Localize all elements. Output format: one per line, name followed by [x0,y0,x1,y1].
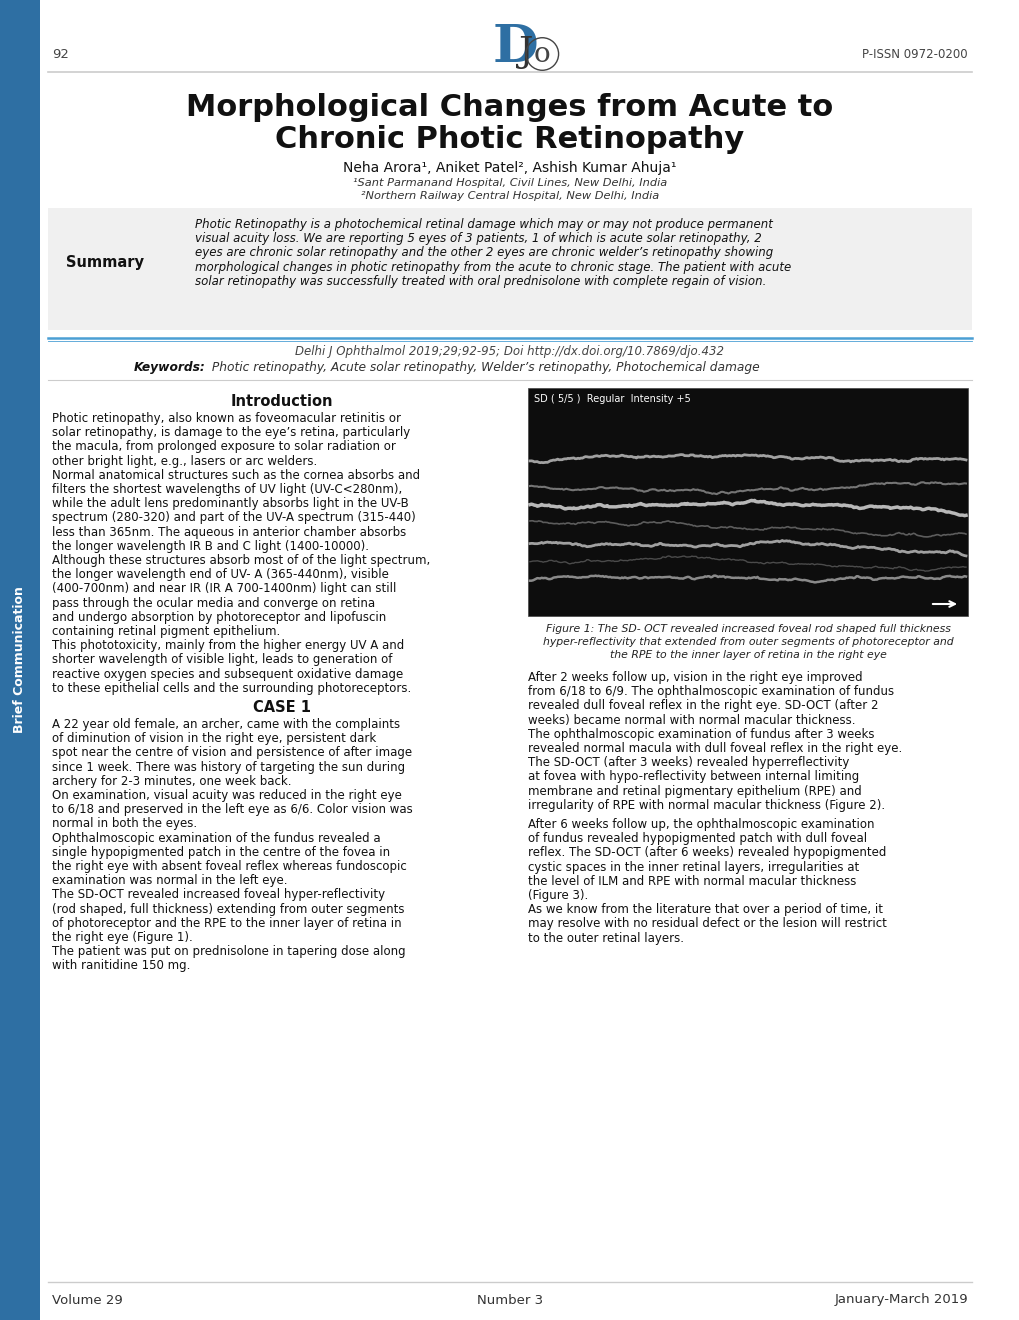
Text: archery for 2-3 minutes, one week back.: archery for 2-3 minutes, one week back. [52,775,291,788]
Text: (400-700nm) and near IR (IR A 700-1400nm) light can still: (400-700nm) and near IR (IR A 700-1400nm… [52,582,396,595]
Text: The ophthalmoscopic examination of fundus after 3 weeks: The ophthalmoscopic examination of fundu… [528,727,873,741]
Text: Number 3: Number 3 [477,1294,542,1307]
Text: Chronic Photic Retinopathy: Chronic Photic Retinopathy [275,125,744,154]
Text: the longer wavelength end of UV- A (365-440nm), visible: the longer wavelength end of UV- A (365-… [52,568,388,581]
Text: less than 365nm. The aqueous in anterior chamber absorbs: less than 365nm. The aqueous in anterior… [52,525,406,539]
Text: pass through the ocular media and converge on retina: pass through the ocular media and conver… [52,597,375,610]
Text: of diminution of vision in the right eye, persistent dark: of diminution of vision in the right eye… [52,733,376,746]
Text: shorter wavelength of visible light, leads to generation of: shorter wavelength of visible light, lea… [52,653,392,667]
Text: while the adult lens predominantly absorbs light in the UV-B: while the adult lens predominantly absor… [52,498,409,511]
Text: solar retinopathy was successfully treated with oral prednisolone with complete : solar retinopathy was successfully treat… [195,275,765,288]
Text: reflex. The SD-OCT (after 6 weeks) revealed hypopigmented: reflex. The SD-OCT (after 6 weeks) revea… [528,846,886,859]
Text: may resolve with no residual defect or the lesion will restrict: may resolve with no residual defect or t… [528,917,886,931]
Text: the RPE to the inner layer of retina in the right eye: the RPE to the inner layer of retina in … [609,649,886,660]
Text: Figure 1: The SD- OCT revealed increased foveal rod shaped full thickness: Figure 1: The SD- OCT revealed increased… [545,624,950,634]
Text: Normal anatomical structures such as the cornea absorbs and: Normal anatomical structures such as the… [52,469,420,482]
Text: Ophthalmoscopic examination of the fundus revealed a: Ophthalmoscopic examination of the fundu… [52,832,380,845]
Text: to these epithelial cells and the surrounding photoreceptors.: to these epithelial cells and the surrou… [52,682,411,694]
Text: the right eye with absent foveal reflex whereas fundoscopic: the right eye with absent foveal reflex … [52,861,407,873]
Text: Photic Retinopathy is a photochemical retinal damage which may or may not produc: Photic Retinopathy is a photochemical re… [195,218,772,231]
Text: On examination, visual acuity was reduced in the right eye: On examination, visual acuity was reduce… [52,789,401,803]
Text: at fovea with hypo-reflectivity between internal limiting: at fovea with hypo-reflectivity between … [528,771,858,783]
Text: examination was normal in the left eye.: examination was normal in the left eye. [52,874,287,887]
Text: of photoreceptor and the RPE to the inner layer of retina in: of photoreceptor and the RPE to the inne… [52,917,401,929]
Text: (Figure 3).: (Figure 3). [528,888,588,902]
Text: The patient was put on prednisolone in tapering dose along: The patient was put on prednisolone in t… [52,945,406,958]
Text: Photic retinopathy, also known as foveomacular retinitis or: Photic retinopathy, also known as foveom… [52,412,400,425]
Text: Keywords:: Keywords: [133,362,205,375]
Text: revealed dull foveal reflex in the right eye. SD-OCT (after 2: revealed dull foveal reflex in the right… [528,700,877,713]
Text: irregularity of RPE with normal macular thickness (Figure 2).: irregularity of RPE with normal macular … [528,799,884,812]
Text: visual acuity loss. We are reporting 5 eyes of 3 patients, 1 of which is acute s: visual acuity loss. We are reporting 5 e… [195,232,761,246]
Text: morphological changes in photic retinopathy from the acute to chronic stage. The: morphological changes in photic retinopa… [195,260,791,273]
Text: ²Northern Railway Central Hospital, New Delhi, India: ²Northern Railway Central Hospital, New … [361,191,658,201]
Text: D: D [492,22,538,74]
Bar [528,388,967,616]
Text: with ranitidine 150 mg.: with ranitidine 150 mg. [52,960,191,973]
Text: (rod shaped, full thickness) extending from outer segments: (rod shaped, full thickness) extending f… [52,903,405,916]
Text: filters the shortest wavelengths of UV light (UV-C<280nm),: filters the shortest wavelengths of UV l… [52,483,401,496]
Text: This phototoxicity, mainly from the higher energy UV A and: This phototoxicity, mainly from the high… [52,639,404,652]
Text: the right eye (Figure 1).: the right eye (Figure 1). [52,931,193,944]
Text: solar retinopathy, is damage to the eye’s retina, particularly: solar retinopathy, is damage to the eye’… [52,426,410,440]
Text: The SD-OCT revealed increased foveal hyper-reflectivity: The SD-OCT revealed increased foveal hyp… [52,888,385,902]
Text: cystic spaces in the inner retinal layers, irregularities at: cystic spaces in the inner retinal layer… [528,861,858,874]
Text: Photic retinopathy, Acute solar retinopathy, Welder’s retinopathy, Photochemical: Photic retinopathy, Acute solar retinopa… [208,362,759,375]
Text: to the outer retinal layers.: to the outer retinal layers. [528,932,684,945]
Text: single hypopigmented patch in the centre of the fovea in: single hypopigmented patch in the centre… [52,846,389,859]
Text: 92: 92 [52,49,69,62]
Text: January-March 2019: January-March 2019 [834,1294,967,1307]
Text: eyes are chronic solar retinopathy and the other 2 eyes are chronic welder’s ret: eyes are chronic solar retinopathy and t… [195,247,772,260]
Text: Brief Communication: Brief Communication [13,586,26,734]
Text: spectrum (280-320) and part of the UV-A spectrum (315-440): spectrum (280-320) and part of the UV-A … [52,511,416,524]
Text: of fundus revealed hypopigmented patch with dull foveal: of fundus revealed hypopigmented patch w… [528,832,866,845]
Bar [48,209,971,330]
Text: Although these structures absorb most of of the light spectrum,: Although these structures absorb most of… [52,554,430,568]
Text: The SD-OCT (after 3 weeks) revealed hyperreflectivity: The SD-OCT (after 3 weeks) revealed hype… [528,756,849,770]
Text: Introduction: Introduction [230,393,333,409]
Text: from 6/18 to 6/9. The ophthalmoscopic examination of fundus: from 6/18 to 6/9. The ophthalmoscopic ex… [528,685,894,698]
Text: the longer wavelength IR B and C light (1400-10000).: the longer wavelength IR B and C light (… [52,540,369,553]
Bar [0,0,40,1320]
Text: other bright light, e.g., lasers or arc welders.: other bright light, e.g., lasers or arc … [52,454,317,467]
Text: o: o [534,41,550,67]
Text: A 22 year old female, an archer, came with the complaints: A 22 year old female, an archer, came wi… [52,718,399,731]
Text: J: J [519,36,533,69]
Text: and undergo absorption by photoreceptor and lipofuscin: and undergo absorption by photoreceptor … [52,611,386,624]
Text: Summary: Summary [66,255,144,269]
Text: weeks) became normal with normal macular thickness.: weeks) became normal with normal macular… [528,714,855,726]
Text: hyper-reflectivity that extended from outer segments of photoreceptor and: hyper-reflectivity that extended from ou… [542,638,953,647]
Text: membrane and retinal pigmentary epithelium (RPE) and: membrane and retinal pigmentary epitheli… [528,784,861,797]
Text: the macula, from prolonged exposure to solar radiation or: the macula, from prolonged exposure to s… [52,441,395,453]
Text: Delhi J Ophthalmol 2019;29;92-95; Doi http://dx.doi.org/10.7869/djo.432: Delhi J Ophthalmol 2019;29;92-95; Doi ht… [296,346,723,359]
Text: to 6/18 and preserved in the left eye as 6/6. Color vision was: to 6/18 and preserved in the left eye as… [52,803,413,816]
Text: normal in both the eyes.: normal in both the eyes. [52,817,197,830]
Text: After 2 weeks follow up, vision in the right eye improved: After 2 weeks follow up, vision in the r… [528,671,862,684]
Text: As we know from the literature that over a period of time, it: As we know from the literature that over… [528,903,882,916]
Text: P-ISSN 0972-0200: P-ISSN 0972-0200 [861,49,967,62]
Text: ¹Sant Parmanand Hospital, Civil Lines, New Delhi, India: ¹Sant Parmanand Hospital, Civil Lines, N… [353,178,666,187]
Text: spot near the centre of vision and persistence of after image: spot near the centre of vision and persi… [52,746,412,759]
Text: since 1 week. There was history of targeting the sun during: since 1 week. There was history of targe… [52,760,405,774]
Text: the level of ILM and RPE with normal macular thickness: the level of ILM and RPE with normal mac… [528,875,856,888]
Text: Volume 29: Volume 29 [52,1294,122,1307]
Text: revealed normal macula with dull foveal reflex in the right eye.: revealed normal macula with dull foveal … [528,742,902,755]
Text: containing retinal pigment epithelium.: containing retinal pigment epithelium. [52,624,280,638]
Text: Neha Arora¹, Aniket Patel², Ashish Kumar Ahuja¹: Neha Arora¹, Aniket Patel², Ashish Kumar… [343,161,676,176]
Text: After 6 weeks follow up, the ophthalmoscopic examination: After 6 weeks follow up, the ophthalmosc… [528,818,873,832]
Text: Morphological Changes from Acute to: Morphological Changes from Acute to [186,94,833,123]
Text: CASE 1: CASE 1 [253,700,311,715]
Text: SD ( 5/5 )  Regular  Intensity +5: SD ( 5/5 ) Regular Intensity +5 [534,393,690,404]
Text: reactive oxygen species and subsequent oxidative damage: reactive oxygen species and subsequent o… [52,668,403,681]
